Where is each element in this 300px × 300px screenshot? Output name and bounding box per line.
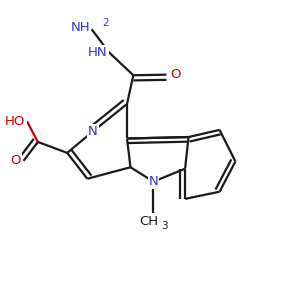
Text: N: N [148,175,158,188]
Text: O: O [11,154,21,167]
Text: N: N [88,125,98,138]
Text: HN: HN [88,46,107,59]
Text: HO: HO [5,115,26,128]
Text: NH: NH [70,21,90,34]
Text: 2: 2 [102,19,109,28]
Text: O: O [170,68,180,81]
Text: 3: 3 [162,221,168,231]
Text: CH: CH [140,215,159,228]
